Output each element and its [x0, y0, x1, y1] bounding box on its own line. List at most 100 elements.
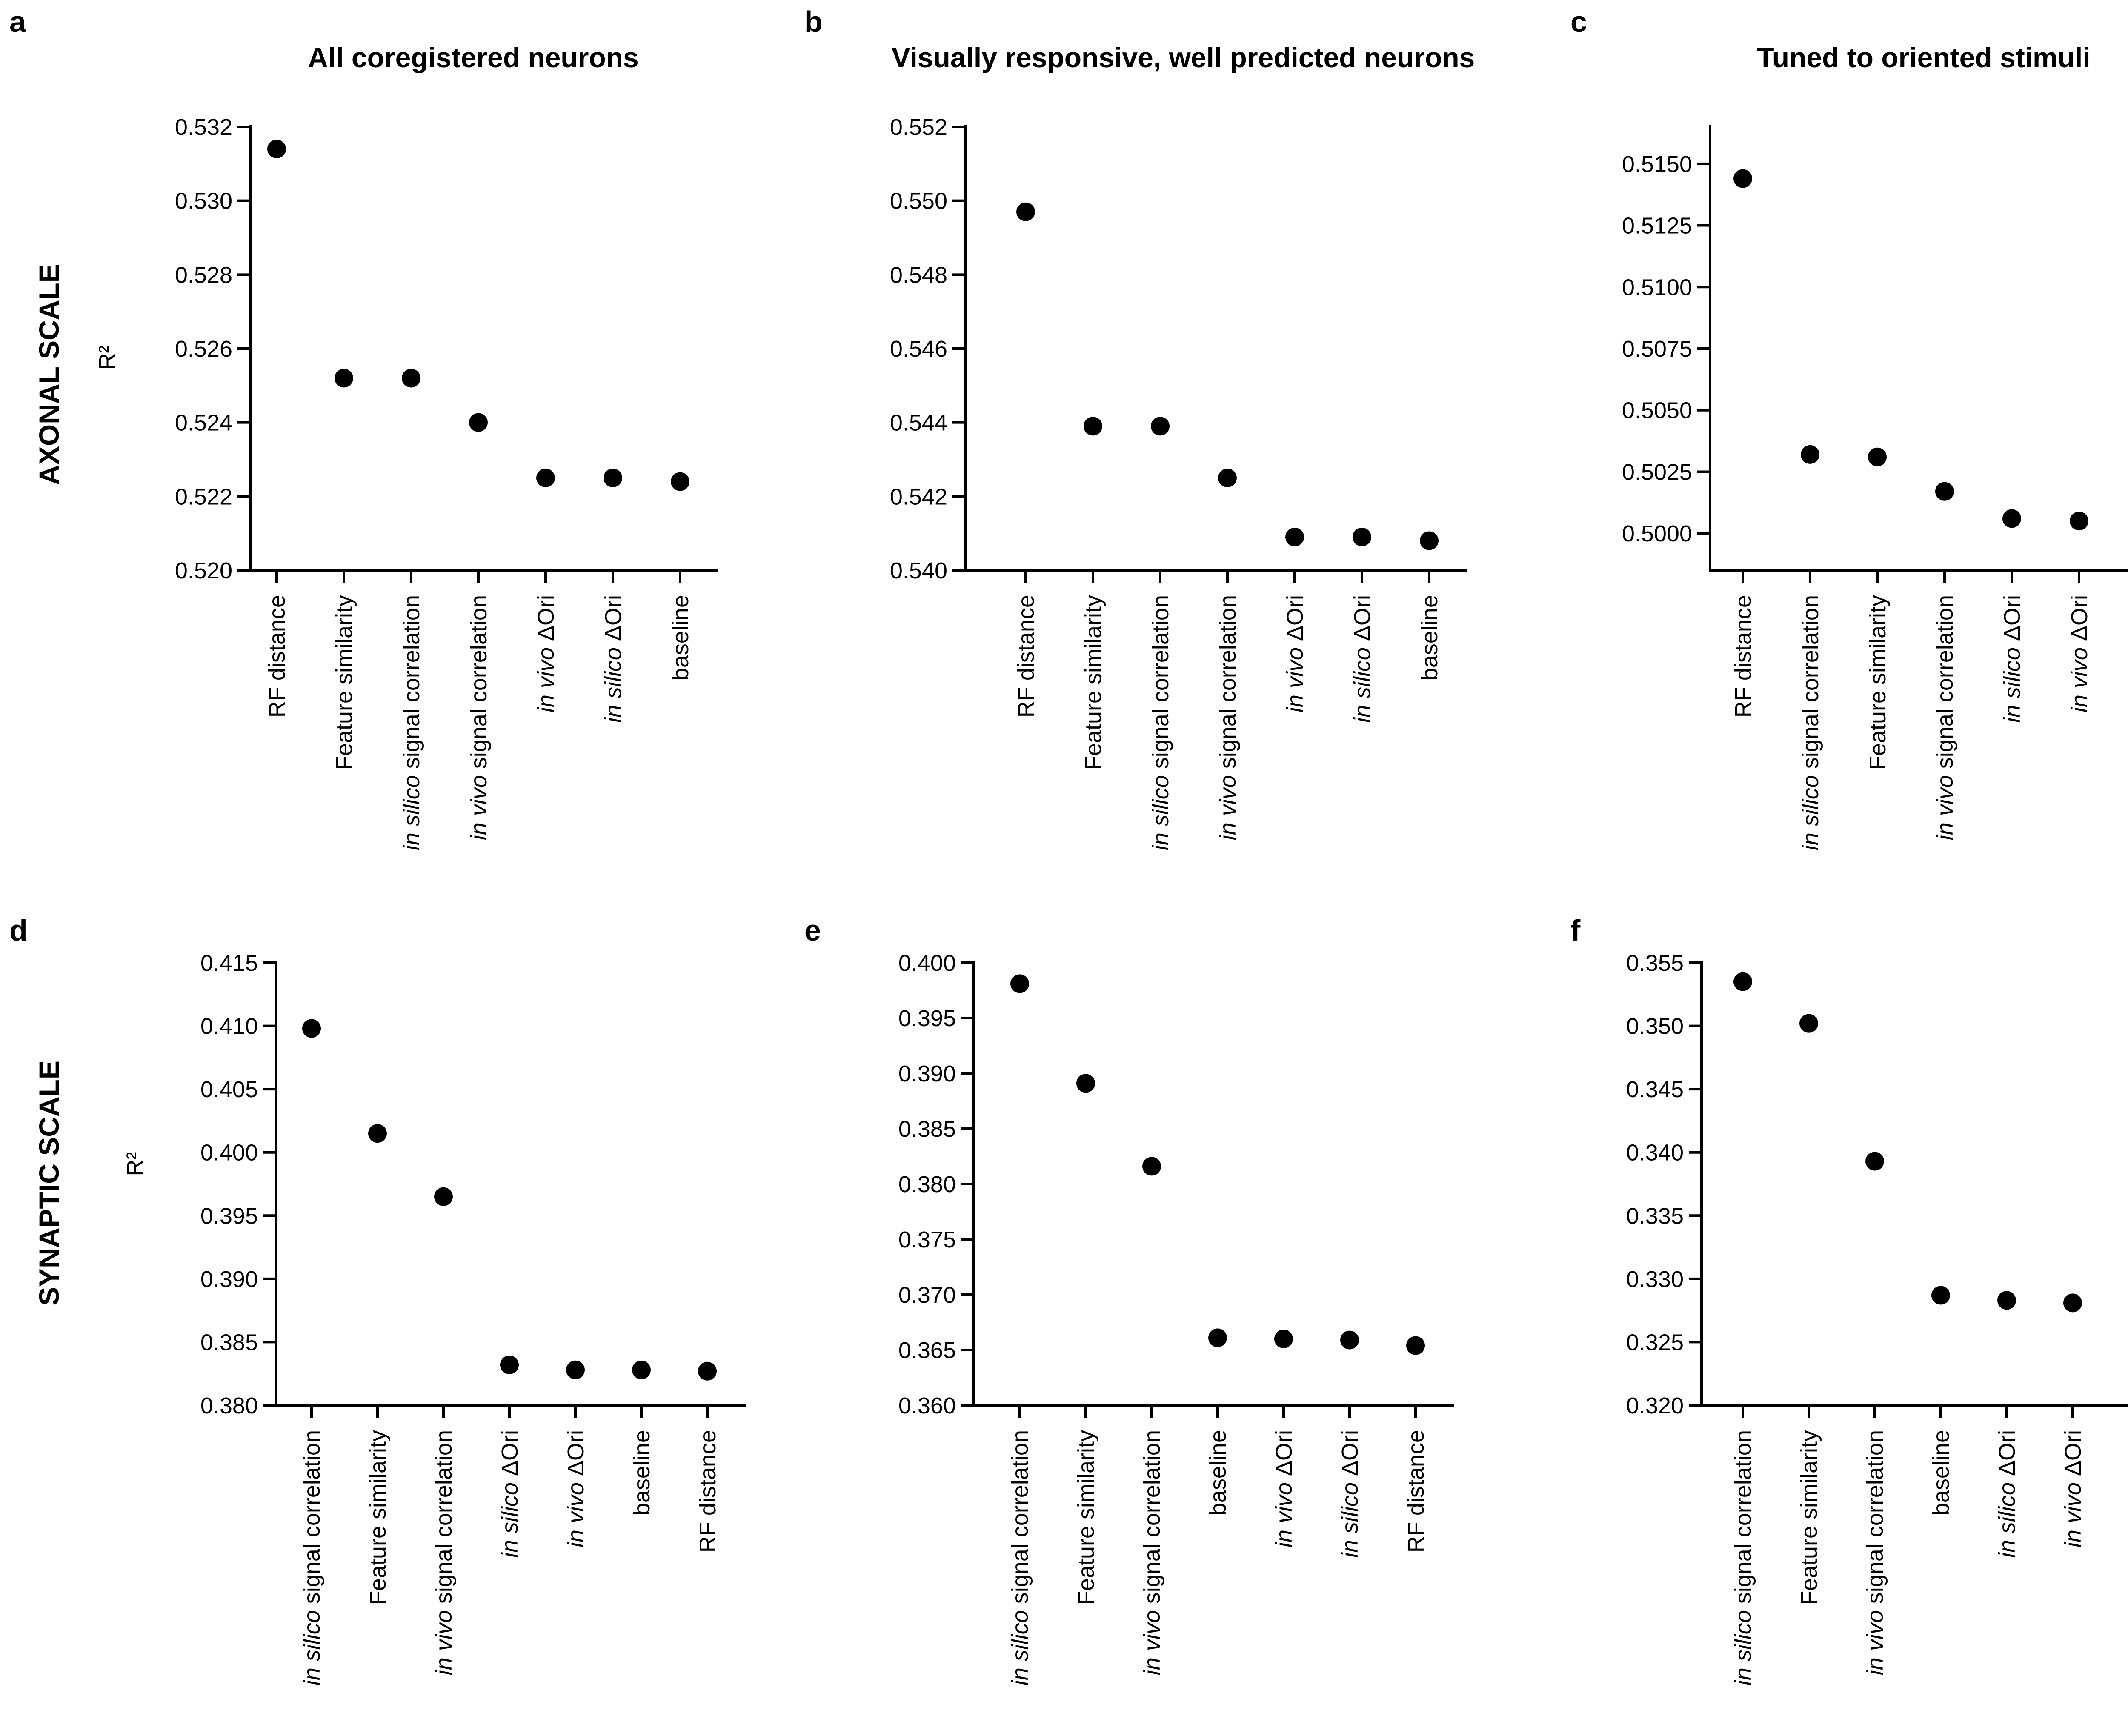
data-point-b [1285, 527, 1304, 546]
category-label-part: Feature similarity [1081, 595, 1106, 770]
category-label-part: in silico [497, 1482, 523, 1558]
data-point-d [500, 1355, 519, 1374]
category-label-d: RF distance [695, 1430, 721, 1553]
category-label-part: in silico [1798, 775, 1823, 850]
category-label-part: signal correlation [1215, 595, 1241, 775]
data-point-e [1340, 1330, 1359, 1350]
y-tick-label-b: 0.552 [890, 114, 947, 140]
category-label-a: Feature similarity [332, 595, 357, 770]
category-label-part: in vivo [1139, 1610, 1165, 1675]
y-tick-label-a: 0.526 [175, 336, 232, 362]
category-label-part: signal correlation [399, 595, 424, 775]
y-tick-label-e: 0.360 [898, 1393, 956, 1419]
y-tick-label-a: 0.528 [175, 262, 232, 288]
category-label-b: in vivo signal correlation [1215, 595, 1241, 840]
y-tick-label-b: 0.550 [890, 189, 947, 214]
category-label-part: Feature similarity [1073, 1430, 1099, 1605]
data-point-a [402, 369, 420, 388]
y-tick-label-e: 0.395 [898, 1006, 956, 1031]
y-tick-label-c: 0.5075 [1622, 336, 1692, 362]
category-label-part: in vivo [1282, 647, 1308, 712]
category-label-part: signal correlation [1007, 1430, 1033, 1610]
y-tick-label-e: 0.370 [898, 1282, 956, 1308]
panel-title-a: All coregistered neurons [308, 42, 639, 73]
y-tick-label-f: 0.325 [1626, 1330, 1684, 1355]
y-tick-label-a: 0.522 [175, 484, 232, 509]
data-point-d [698, 1361, 717, 1381]
category-label-part: in silico [1730, 1610, 1756, 1685]
data-point-c [2002, 509, 2021, 528]
data-point-f [1997, 1291, 2016, 1310]
category-label-part: signal correlation [1139, 1430, 1165, 1610]
data-point-e [1142, 1157, 1161, 1176]
category-label-part: ΔOri [1999, 595, 2025, 647]
data-point-e [1010, 974, 1029, 993]
category-label-part: in vivo [431, 1610, 457, 1675]
panel-letter-f: f [1570, 914, 1581, 947]
data-point-d [368, 1124, 387, 1143]
data-point-b [1016, 202, 1035, 221]
data-point-f [1931, 1286, 1950, 1305]
y-tick-label-d: 0.385 [200, 1330, 258, 1355]
category-label-part: in silico [1337, 1482, 1363, 1558]
y-axis-label-d: R² [122, 1152, 148, 1176]
y-tick-label-e: 0.380 [898, 1172, 956, 1197]
y-tick-label-d: 0.380 [200, 1393, 258, 1419]
data-point-a [335, 369, 353, 388]
category-label-part: signal correlation [431, 1430, 457, 1610]
category-label-part: ΔOri [1271, 1430, 1297, 1482]
category-label-c: in vivo ΔOri [2067, 595, 2092, 712]
panel-letter-d: d [9, 914, 28, 947]
data-point-f [2063, 1293, 2082, 1313]
y-tick-label-f: 0.335 [1626, 1203, 1684, 1229]
data-point-b [1420, 531, 1439, 550]
data-point-a [536, 468, 555, 487]
panel-title-c: Tuned to oriented stimuli [1757, 42, 2090, 73]
category-label-part: in silico [1999, 647, 2025, 723]
category-label-part: RF distance [1403, 1430, 1429, 1553]
data-point-c [2070, 512, 2088, 531]
category-label-part: signal correlation [1798, 595, 1823, 775]
data-point-c [1868, 447, 1887, 466]
y-tick-label-c: 0.5050 [1622, 398, 1692, 423]
data-point-b [1353, 527, 1371, 546]
category-label-part: ΔOri [1282, 595, 1308, 647]
category-label-part: Feature similarity [365, 1430, 391, 1605]
category-label-part: in vivo [466, 775, 492, 840]
y-tick-label-f: 0.340 [1626, 1140, 1684, 1166]
y-tick-label-d: 0.395 [200, 1203, 258, 1229]
data-point-d [434, 1187, 453, 1206]
y-tick-label-e: 0.385 [898, 1116, 956, 1142]
category-label-part: ΔOri [533, 595, 559, 647]
data-point-b [1218, 468, 1237, 487]
category-label-e: baseline [1205, 1430, 1231, 1516]
y-tick-label-f: 0.350 [1626, 1014, 1684, 1039]
category-label-f: baseline [1928, 1430, 1954, 1516]
row-label-axonal: AXONAL SCALE [33, 264, 65, 485]
category-label-d: in silico ΔOri [497, 1430, 523, 1558]
category-label-a: in vivo ΔOri [533, 595, 559, 712]
category-label-part: in silico [399, 775, 424, 850]
y-tick-label-b: 0.544 [890, 410, 947, 436]
y-tick-label-d: 0.400 [200, 1140, 258, 1166]
data-point-f [1865, 1152, 1884, 1171]
category-label-part: signal correlation [1932, 595, 1958, 775]
data-point-f [1799, 1014, 1818, 1033]
category-label-part: signal correlation [1730, 1430, 1756, 1610]
category-label-part: ΔOri [1994, 1430, 2020, 1482]
category-label-part: signal correlation [299, 1430, 325, 1610]
category-label-part: baseline [1417, 595, 1442, 681]
category-label-part: signal correlation [1862, 1430, 1888, 1610]
y-tick-label-b: 0.546 [890, 336, 947, 362]
category-label-part: in vivo [1862, 1610, 1888, 1675]
category-label-part: baseline [1205, 1430, 1231, 1516]
category-label-d: in silico signal correlation [299, 1430, 325, 1685]
data-point-b [1151, 417, 1170, 436]
category-label-part: RF distance [264, 595, 290, 718]
category-label-c: in vivo signal correlation [1932, 595, 1958, 840]
data-point-d [302, 1019, 321, 1038]
category-label-c: in silico ΔOri [1999, 595, 2025, 723]
panel-letter-c: c [1570, 5, 1587, 38]
data-point-b [1084, 417, 1102, 436]
